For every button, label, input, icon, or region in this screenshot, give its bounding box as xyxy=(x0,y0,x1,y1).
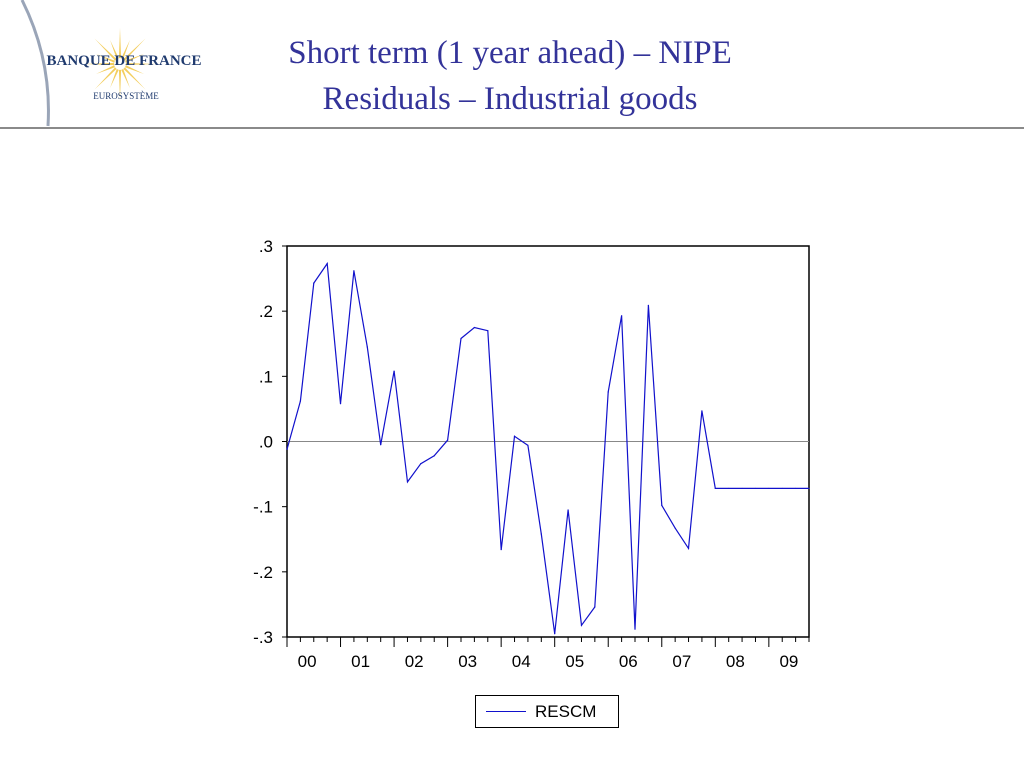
logo-star-ray xyxy=(125,62,156,66)
logo-star-ray xyxy=(110,39,119,59)
data-point xyxy=(326,262,328,265)
x-tick-label: 01 xyxy=(351,652,370,671)
data-point xyxy=(634,628,636,630)
data-point xyxy=(393,370,395,372)
data-point xyxy=(447,439,449,441)
data-point xyxy=(433,455,435,457)
data-point xyxy=(380,444,382,446)
data-point xyxy=(339,403,342,405)
data-point xyxy=(795,487,797,490)
data-point xyxy=(607,391,609,393)
legend-label-rescm: RESCM xyxy=(535,702,597,721)
data-point xyxy=(353,270,355,272)
data-point xyxy=(500,549,502,551)
x-tick-label: 06 xyxy=(619,652,638,671)
data-point xyxy=(754,487,757,490)
data-point xyxy=(487,330,489,332)
x-tick-label: 07 xyxy=(672,652,691,671)
logo-star-ray xyxy=(125,54,145,63)
data-point xyxy=(540,533,542,535)
data-point xyxy=(286,448,288,450)
y-tick-label: -.1 xyxy=(253,498,273,517)
header-divider xyxy=(0,127,1024,129)
series-line-rescm xyxy=(286,261,809,634)
data-point xyxy=(741,487,743,490)
slide-title: Short term (1 year ahead) – NIPE Residua… xyxy=(200,30,820,122)
x-tick-label: 09 xyxy=(779,652,798,671)
data-point xyxy=(808,487,810,490)
logo-star-ray xyxy=(121,69,130,89)
data-point xyxy=(661,504,663,506)
x-tick-label: 05 xyxy=(565,652,584,671)
data-point xyxy=(674,527,676,529)
logo-star-ray xyxy=(95,54,115,63)
banque-de-france-logo: BANQUE DE FRANCE EUROSYSTÈME xyxy=(20,0,202,127)
logo-text: BANQUE DE FRANCE xyxy=(46,53,201,69)
x-tick-label: 04 xyxy=(512,652,531,671)
data-point xyxy=(701,410,703,412)
data-point xyxy=(406,481,409,483)
data-point xyxy=(647,304,649,306)
data-point xyxy=(366,346,368,348)
y-tick-label: -.3 xyxy=(253,628,273,647)
data-point xyxy=(714,487,716,490)
logo-star-ray xyxy=(95,65,115,74)
data-point xyxy=(594,606,596,608)
data-point xyxy=(527,444,529,447)
legend-swatch-rescm xyxy=(486,711,526,712)
chart-legend: RESCM xyxy=(475,695,619,728)
logo-star-ray xyxy=(84,62,115,66)
x-tick-label: 02 xyxy=(405,652,424,671)
data-point xyxy=(313,282,315,284)
data-point xyxy=(768,487,770,490)
y-tick-label: .3 xyxy=(259,237,273,256)
data-point xyxy=(473,326,475,329)
y-tick-label: .2 xyxy=(259,302,273,321)
logo-star-ray xyxy=(125,65,145,74)
data-point xyxy=(687,547,690,549)
title-line-1: Short term (1 year ahead) – NIPE xyxy=(288,35,732,71)
logo-subtext: EUROSYSTÈME xyxy=(93,91,159,101)
logo-star-ray xyxy=(94,38,117,61)
x-tick-label: 03 xyxy=(458,652,477,671)
data-point xyxy=(554,633,556,635)
logo-star-ray xyxy=(123,38,146,61)
logo-star-ray xyxy=(110,69,119,89)
data-point xyxy=(299,400,301,402)
logo-star-ray xyxy=(118,69,122,100)
data-point xyxy=(621,315,623,317)
y-tick-label: .0 xyxy=(259,433,273,452)
logo-star-ray xyxy=(118,28,122,59)
title-line-2: Residuals – Industrial goods xyxy=(322,81,698,117)
data-point xyxy=(513,435,516,437)
data-point xyxy=(781,487,783,490)
x-tick-label: 00 xyxy=(298,652,317,671)
y-tick-label: -.2 xyxy=(253,563,273,582)
logo-star-ray xyxy=(121,39,130,59)
data-point xyxy=(420,463,422,465)
logo-star-ray xyxy=(94,67,117,90)
data-point xyxy=(567,509,569,511)
data-point xyxy=(580,624,583,626)
data-point xyxy=(460,337,462,340)
data-point xyxy=(728,487,730,490)
y-tick-label: .1 xyxy=(259,367,273,386)
x-tick-label: 08 xyxy=(726,652,745,671)
logo-star-ray xyxy=(123,67,146,90)
